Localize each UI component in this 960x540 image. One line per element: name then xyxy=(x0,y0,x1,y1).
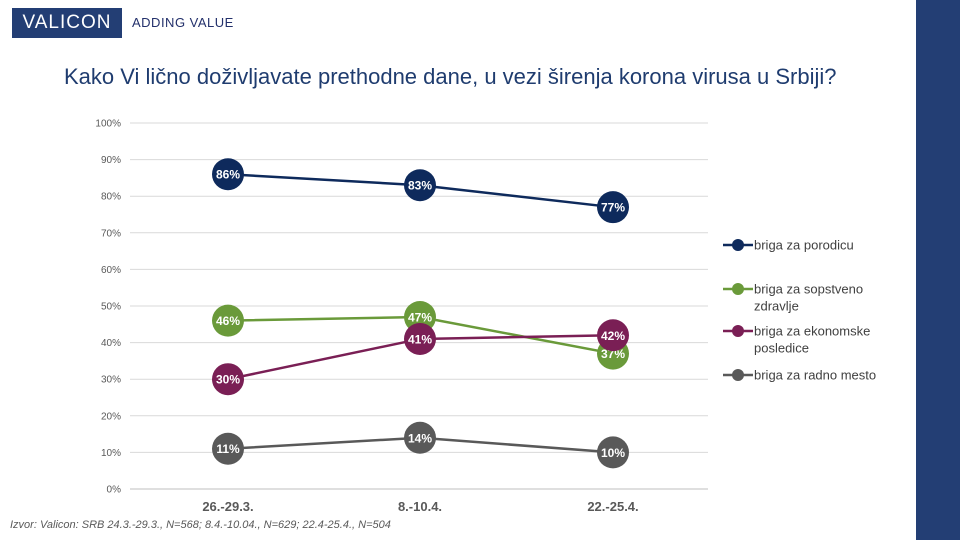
data-point xyxy=(597,319,629,352)
y-tick-label: 100% xyxy=(95,119,121,130)
data-point xyxy=(597,436,629,469)
data-label: 30% xyxy=(216,373,240,387)
y-tick-label: 80% xyxy=(101,192,121,203)
data-point xyxy=(212,304,244,337)
data-label: 11% xyxy=(216,442,240,456)
y-axis-ticks: 0% 10% 20% 30% 40% 50% 60% 70% 80% 90% 100% xyxy=(95,119,121,496)
series-points: 86% 83% 77% 46% 47% 37% 30% 41% 42% 11% 14% 10% xyxy=(212,158,629,469)
data-point xyxy=(404,169,436,202)
data-point xyxy=(404,421,436,454)
y-tick-label: 60% xyxy=(101,265,121,276)
valicon-logo: VALICON xyxy=(12,8,122,38)
x-category-label: 8.-10.4. xyxy=(398,499,442,514)
legend: briga za porodicu briga za sopstveno zdrav… xyxy=(723,238,876,383)
y-tick-label: 10% xyxy=(101,448,121,459)
legend-entry: briga za radno mesto xyxy=(754,368,876,383)
tagline: ADDING VALUE xyxy=(132,15,234,30)
data-label: 42% xyxy=(601,329,625,343)
y-tick-label: 20% xyxy=(101,411,121,422)
data-label: 47% xyxy=(408,310,432,324)
legend-marker xyxy=(732,283,744,295)
legend-marker xyxy=(732,325,744,337)
x-axis-categories: 26.-29.3. 8.-10.4. 22.-25.4. xyxy=(202,499,638,514)
x-category-label: 22.-25.4. xyxy=(587,499,638,514)
data-label: 37% xyxy=(601,347,625,361)
data-label: 41% xyxy=(408,332,432,346)
y-tick-label: 0% xyxy=(107,485,122,496)
legend-marker xyxy=(732,369,744,381)
data-label: 83% xyxy=(408,179,432,193)
data-point xyxy=(597,191,629,224)
legend-marker xyxy=(732,239,744,251)
data-point xyxy=(212,158,244,191)
x-category-label: 26.-29.3. xyxy=(202,499,253,514)
data-point xyxy=(404,300,436,333)
data-point xyxy=(404,322,436,355)
y-tick-label: 40% xyxy=(101,338,121,349)
y-tick-label: 70% xyxy=(101,228,121,239)
y-tick-label: 90% xyxy=(101,155,121,166)
data-label: 77% xyxy=(601,201,625,215)
data-label: 14% xyxy=(408,431,432,445)
data-label: 46% xyxy=(216,314,240,328)
y-tick-label: 50% xyxy=(101,302,121,313)
data-label: 10% xyxy=(601,446,625,460)
legend-entry: briga za sopstveno zdravlje xyxy=(754,282,863,314)
data-point xyxy=(212,432,244,465)
data-label: 86% xyxy=(216,168,240,182)
y-tick-label: 30% xyxy=(101,375,121,386)
chart-title: Kako Vi lično doživljavate prethodne dan… xyxy=(64,64,837,89)
data-point xyxy=(212,363,244,396)
source-note: Izvor: Valicon: SRB 24.3.-29.3., N=568; … xyxy=(10,519,391,531)
side-accent-bar xyxy=(916,0,960,540)
legend-entry: briga za porodicu xyxy=(754,238,854,253)
legend-entry: briga za ekonomske posledice xyxy=(754,324,870,356)
